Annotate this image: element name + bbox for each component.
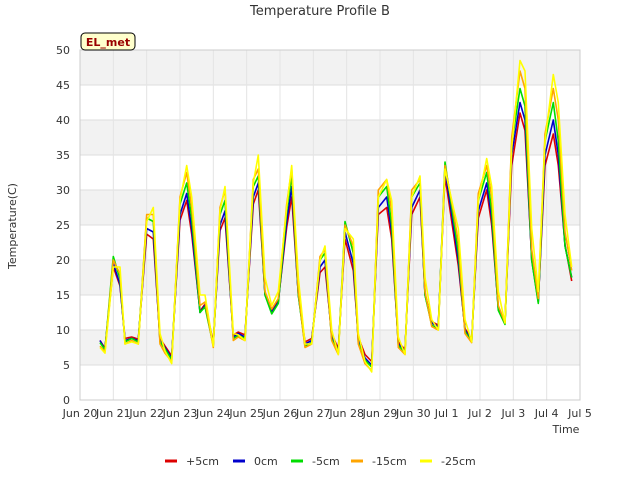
x-tick-label: Jun 26 <box>262 407 298 420</box>
chart-title: Temperature Profile B <box>249 4 390 19</box>
plot-band <box>80 50 580 85</box>
legend-label: -25cm <box>441 455 476 468</box>
legend: +5cm 0cm -5cm -15cm -25cm <box>165 455 476 468</box>
x-tick-label: Jul 1 <box>434 407 459 420</box>
x-tick-label: Jun 23 <box>162 407 198 420</box>
legend-label: -15cm <box>372 455 407 468</box>
legend-label: -5cm <box>312 455 340 468</box>
x-tick-label: Jun 21 <box>95 407 131 420</box>
x-tick-label: Jun 20 <box>62 407 98 420</box>
plot-band <box>80 330 580 365</box>
x-tick-label: Jun 29 <box>362 407 398 420</box>
legend-label: 0cm <box>254 455 278 468</box>
y-tick-label: 25 <box>56 219 70 232</box>
x-tick-label: Jun 30 <box>395 407 431 420</box>
x-tick-label: Jul 5 <box>567 407 592 420</box>
x-tick-label: Jun 28 <box>328 407 364 420</box>
plot-band <box>80 190 580 225</box>
y-tick-label: 20 <box>56 254 70 267</box>
annotation-box: EL_met <box>80 32 136 51</box>
plot-bands <box>80 50 580 365</box>
annotation-box-bg <box>80 32 136 51</box>
y-tick-label: 45 <box>56 79 70 92</box>
y-tick-label: 50 <box>56 44 70 57</box>
x-tick-label: Jun 22 <box>128 407 164 420</box>
y-tick-label: 35 <box>56 149 70 162</box>
plot-frame <box>79 49 581 401</box>
series-lines <box>99 59 573 373</box>
y-tick-labels: 0 5 10 15 20 25 30 35 40 45 50 <box>56 44 70 407</box>
y-tick-label: 30 <box>56 184 70 197</box>
x-tick-label: Jul 2 <box>467 407 492 420</box>
y-tick-label: 10 <box>56 324 70 337</box>
x-tick-label: Jul 3 <box>500 407 525 420</box>
y-tick-label: 40 <box>56 114 70 127</box>
y-tick-label: 15 <box>56 289 70 302</box>
plot-band <box>80 120 580 155</box>
x-axis-label: Time <box>552 423 580 436</box>
x-tick-label: Jul 4 <box>534 407 559 420</box>
y-tick-label: 5 <box>63 359 70 372</box>
y-tick-label: 0 <box>63 394 70 407</box>
legend-label: +5cm <box>186 455 219 468</box>
y-axis-label: Temperature(C) <box>6 183 19 270</box>
x-tick-label: Jun 24 <box>195 407 231 420</box>
x-tick-label: Jun 25 <box>228 407 264 420</box>
x-tick-label: Jun 27 <box>295 407 331 420</box>
series-line-25cm <box>99 59 573 373</box>
annotation-text: EL_met <box>86 36 130 49</box>
